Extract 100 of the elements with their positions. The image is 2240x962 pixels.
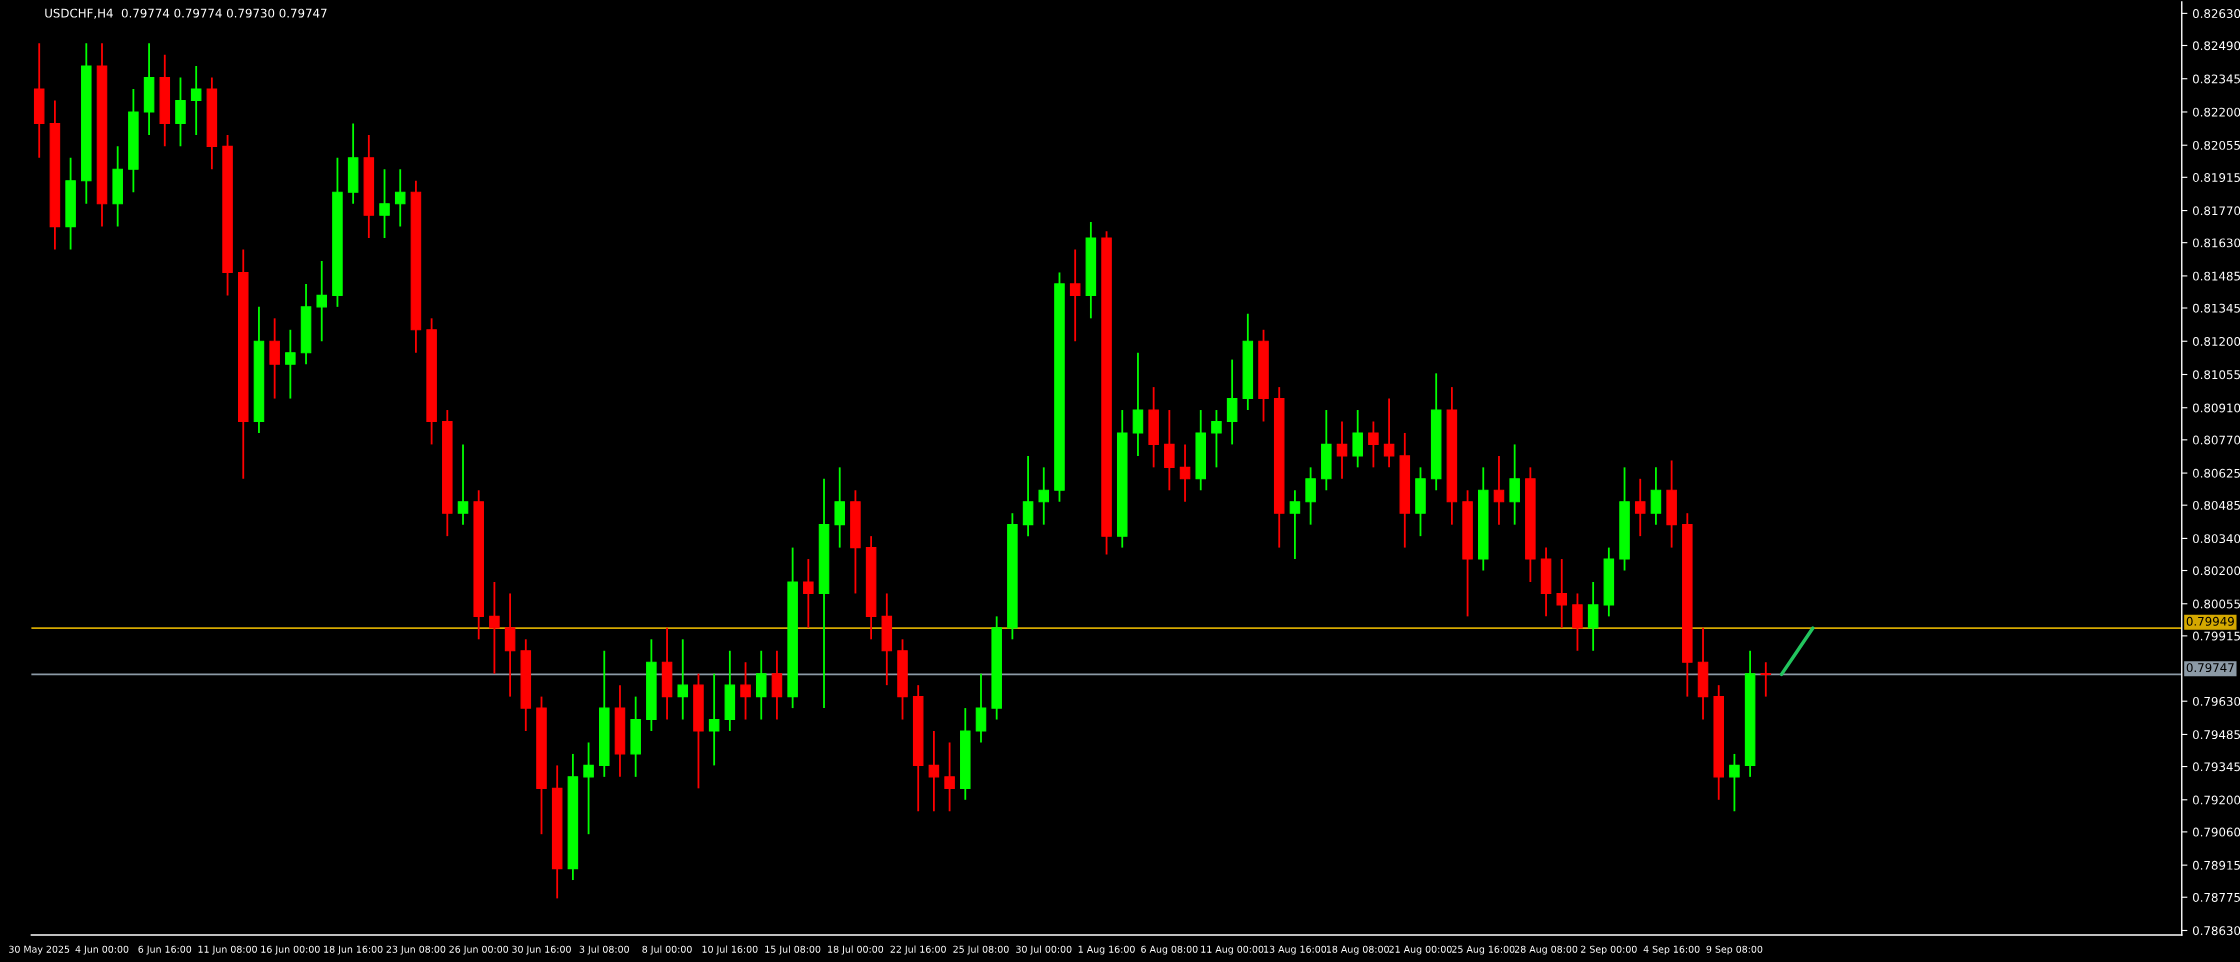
- candlestick: [269, 317, 280, 400]
- x-tick-label: 28 Aug 08:00: [1514, 945, 1578, 955]
- y-tick-label: 0.79060: [2192, 827, 2240, 837]
- candlestick: [803, 558, 814, 629]
- candlestick: [457, 443, 469, 526]
- y-tick-label: 0.81055: [2192, 370, 2240, 380]
- candlestick: [1179, 443, 1191, 503]
- x-tick-label: 25 Jul 08:00: [953, 945, 1009, 955]
- candlestick: [1211, 409, 1222, 469]
- x-tick-label: 30 Jul 00:00: [1016, 945, 1072, 955]
- x-tick-label: 18 Jul 00:00: [828, 945, 884, 955]
- ref-line-label: 0.79747: [2186, 663, 2234, 673]
- candlestick: [1352, 409, 1363, 469]
- y-tick-label: 0.81485: [2192, 271, 2240, 281]
- y-tick-label: 0.79630: [2192, 696, 2240, 706]
- y-tick-label: 0.80200: [2192, 566, 2240, 576]
- candlestick: [1650, 466, 1662, 526]
- y-tick-label: 0.79200: [2192, 795, 2240, 805]
- x-tick-label: 11 Aug 00:00: [1201, 945, 1264, 955]
- candlestick: [1164, 409, 1175, 492]
- x-tick-label: 6 Jun 16:00: [138, 945, 192, 955]
- x-tick-label: 26 Jun 00:00: [449, 945, 509, 955]
- candlestick: [1556, 558, 1568, 629]
- candlestick: [1760, 661, 1772, 698]
- x-tick-label: 4 Sep 16:00: [1643, 945, 1700, 955]
- y-tick-label: 0.81770: [2192, 206, 2240, 216]
- y-tick-label: 0.80770: [2192, 435, 2240, 445]
- candlestick: [316, 260, 328, 343]
- y-tick-label: 0.82200: [2192, 107, 2240, 117]
- x-tick-label: 11 Jun 08:00: [198, 945, 257, 955]
- y-tick-label: 0.81200: [2192, 336, 2240, 346]
- candlestick: [1069, 248, 1081, 343]
- x-tick-label: 13 Aug 16:00: [1264, 945, 1327, 955]
- candlestick: [1038, 466, 1050, 526]
- x-tick-label: 6 Aug 08:00: [1141, 945, 1198, 955]
- x-tick-label: 9 Sep 08:00: [1706, 945, 1763, 955]
- ref-line-label: 0.79949: [2186, 616, 2234, 626]
- candlestick: [175, 76, 186, 148]
- candlestick: [1634, 477, 1646, 538]
- y-tick-label: 0.82490: [2192, 41, 2240, 51]
- candlestick: [708, 672, 720, 767]
- y-tick-label: 0.79345: [2192, 762, 2240, 772]
- x-tick-label: 21 Aug 00:00: [1389, 945, 1452, 955]
- x-tick-label: 30 Jun 16:00: [512, 945, 571, 955]
- candlestick: [1022, 454, 1034, 538]
- candlestick: [1572, 592, 1583, 652]
- y-tick-label: 0.81915: [2192, 173, 2240, 182]
- candlestick: [1226, 358, 1238, 446]
- x-tick-label: 30 May 2025: [9, 945, 70, 955]
- x-tick-label: 18 Aug 08:00: [1326, 945, 1389, 955]
- y-tick-label: 0.82055: [2192, 140, 2240, 150]
- x-tick-label: 18 Jun 16:00: [324, 945, 383, 955]
- candlestick: [740, 661, 751, 721]
- chart-title: USDCHF,H4 0.79774 0.79774 0.79730 0.79747: [45, 8, 327, 19]
- candlestick: [834, 466, 845, 549]
- candlestick: [190, 65, 202, 136]
- candlestick: [1729, 753, 1740, 813]
- candlestick: [394, 168, 406, 228]
- x-tick-label: 22 Jul 16:00: [890, 945, 946, 955]
- candlestick: [583, 741, 594, 836]
- candlestick: [928, 730, 940, 813]
- candlestick: [975, 672, 987, 744]
- candlestick: [1493, 454, 1505, 526]
- y-tick-label: 0.79915: [2192, 631, 2240, 641]
- y-tick-label: 0.82630: [2192, 9, 2240, 19]
- y-tick-label: 0.80910: [2192, 403, 2240, 413]
- y-tick-label: 0.78775: [2192, 892, 2240, 902]
- y-tick-label: 0.78915: [2192, 860, 2240, 870]
- x-tick-label: 3 Jul 08:00: [579, 945, 629, 955]
- x-tick-label: 23 Jun 08:00: [386, 945, 446, 955]
- x-tick-label: 10 Jul 16:00: [702, 945, 758, 955]
- x-tick-label: 15 Jul 08:00: [765, 945, 821, 955]
- candlestick: [677, 638, 689, 721]
- candlestick: [504, 592, 516, 698]
- x-tick-label: 4 Jun 00:00: [75, 945, 129, 955]
- x-tick-label: 1 Aug 16:00: [1078, 945, 1135, 955]
- candlestick: [944, 741, 955, 813]
- y-tick-label: 0.80625: [2192, 468, 2240, 478]
- candlestick: [1368, 420, 1379, 469]
- y-tick-label: 0.81630: [2192, 238, 2240, 248]
- x-tick-label: 25 Aug 16:00: [1452, 945, 1515, 955]
- candlestick: [755, 649, 767, 721]
- candlestick: [1509, 443, 1520, 526]
- x-tick-label: 2 Sep 00:00: [1581, 945, 1637, 955]
- y-tick-label: 0.78630: [2192, 926, 2240, 936]
- candlestick: [1336, 420, 1348, 480]
- y-tick-label: 0.80055: [2192, 599, 2240, 609]
- candlestick: [489, 581, 500, 675]
- y-tick-label: 0.79485: [2192, 730, 2240, 740]
- candlestick: [1289, 489, 1301, 560]
- y-tick-label: 0.80485: [2192, 500, 2240, 510]
- candlestick: [1383, 397, 1395, 469]
- y-tick-label: 0.82345: [2192, 74, 2240, 84]
- y-tick-label: 0.81345: [2192, 303, 2240, 313]
- candlestick: [1132, 351, 1144, 457]
- x-tick-label: 8 Jul 00:00: [642, 945, 692, 955]
- candlestick: [771, 649, 783, 721]
- candlestick: [1305, 466, 1316, 526]
- candlestick: [379, 168, 390, 239]
- candlestick: [285, 328, 296, 400]
